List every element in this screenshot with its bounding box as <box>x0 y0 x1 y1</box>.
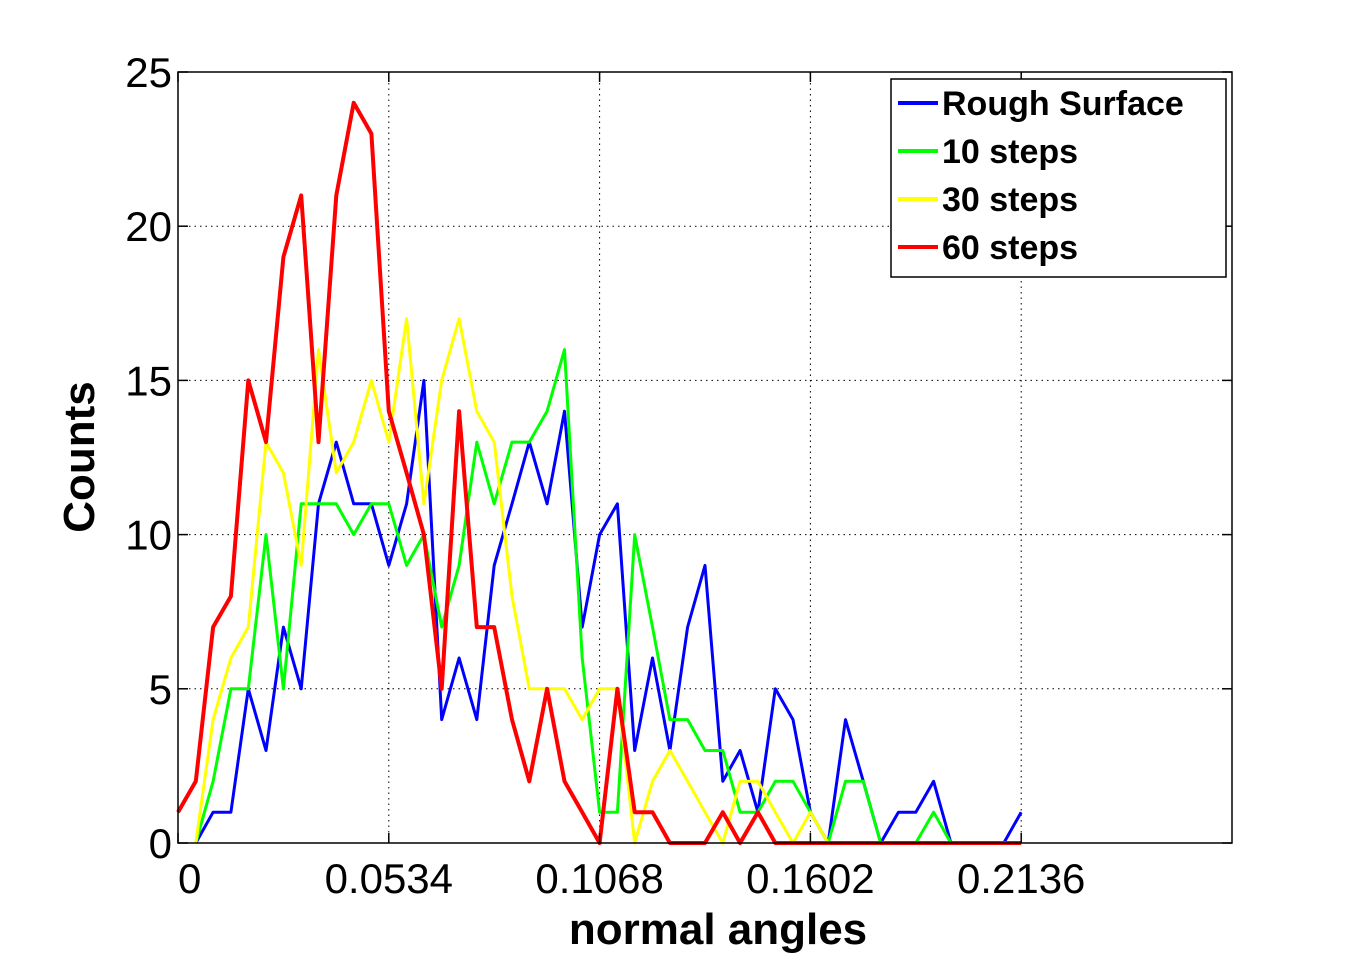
legend-label-rough-surface: Rough Surface <box>942 85 1184 123</box>
legend: Rough Surface 10 steps 30 steps 60 steps <box>890 78 1227 278</box>
y-tick-label: 10 <box>125 512 172 559</box>
x-axis-label: normal angles <box>569 905 867 954</box>
y-axis-label: Counts <box>55 381 104 533</box>
y-tick-label: 0 <box>149 820 172 867</box>
x-tick-label: 0.2136 <box>957 855 1085 902</box>
y-tick-label: 5 <box>149 666 172 713</box>
legend-label-60-steps: 60 steps <box>942 229 1078 267</box>
x-tick-label: 0.1068 <box>535 855 663 902</box>
x-tick-labels: 0 0.0534 0.1068 0.1602 0.2136 <box>178 855 1085 902</box>
legend-label-10-steps: 10 steps <box>942 133 1078 171</box>
y-tick-label: 25 <box>125 49 172 96</box>
axis-ticks <box>177 71 1232 844</box>
x-tick-label: 0.0534 <box>325 855 453 902</box>
y-tick-label: 15 <box>125 357 172 404</box>
legend-label-30-steps: 30 steps <box>942 181 1078 219</box>
y-tick-labels: 0 5 10 15 20 25 <box>125 49 172 867</box>
grid-lines <box>178 72 1232 843</box>
y-tick-label: 20 <box>125 203 172 250</box>
x-tick-label: 0.1602 <box>746 855 874 902</box>
x-tick-label: 0 <box>178 855 201 902</box>
plot-border <box>177 71 1233 844</box>
series-line-10-steps <box>194 348 1004 845</box>
legend-box <box>890 78 1227 278</box>
